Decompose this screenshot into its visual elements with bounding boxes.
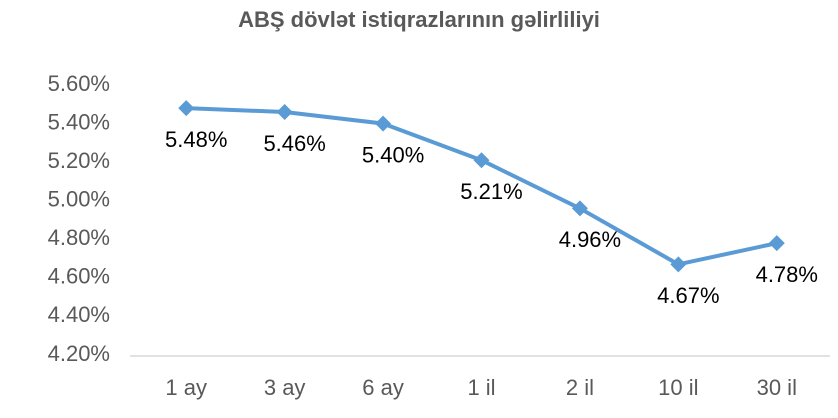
chart-title: ABŞ dövlət istiqrazlarının gəlirliliyi xyxy=(238,7,600,32)
marker xyxy=(473,152,490,169)
data-label: 4.96% xyxy=(559,227,621,252)
data-label: 5.46% xyxy=(263,131,325,156)
y-tick-label: 5.40% xyxy=(48,109,110,134)
marker xyxy=(276,104,293,120)
data-label: 4.67% xyxy=(657,283,719,308)
x-tick-label: 1 ay xyxy=(165,375,207,400)
y-tick-label: 4.40% xyxy=(48,302,110,327)
data-label: 5.48% xyxy=(165,127,227,152)
y-tick-label: 4.20% xyxy=(48,341,110,366)
x-tick-label: 6 ay xyxy=(362,375,404,400)
x-tick-label: 30 il xyxy=(757,375,797,400)
x-tick-label: 10 il xyxy=(658,375,698,400)
data-label: 5.40% xyxy=(362,142,424,167)
y-tick-label: 5.00% xyxy=(48,187,110,212)
x-tick-label: 3 ay xyxy=(264,375,306,400)
x-tick-label: 2 il xyxy=(566,375,594,400)
data-label: 5.21% xyxy=(460,179,522,204)
marker xyxy=(768,235,785,252)
y-tick-label: 4.60% xyxy=(48,264,110,289)
y-tick-label: 5.60% xyxy=(48,71,110,96)
data-label: 4.78% xyxy=(756,262,818,287)
y-tick-label: 5.20% xyxy=(48,148,110,173)
x-tick-label: 1 il xyxy=(467,375,495,400)
marker xyxy=(178,100,195,117)
y-tick-label: 4.80% xyxy=(48,225,110,250)
marker xyxy=(670,256,687,273)
marker xyxy=(571,200,588,217)
marker xyxy=(375,115,392,132)
